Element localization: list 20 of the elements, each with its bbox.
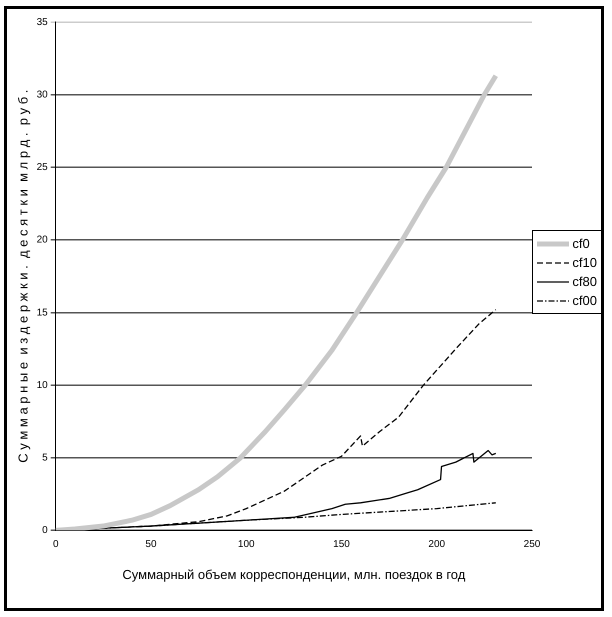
y-tick-label: 5 xyxy=(42,452,48,464)
x-tick-label: 0 xyxy=(52,539,59,550)
legend-label: cf0 xyxy=(572,236,590,251)
y-axis-title: С у м м а р н ы е и з д е р ж к и . д е с я т к и м л р д . р у б . xyxy=(15,90,30,463)
x-axis-title: Суммарный объем корреспонденции, млн. поездок в год xyxy=(122,566,466,582)
x-tick-label: 50 xyxy=(145,539,157,550)
y-tick-label: 30 xyxy=(36,89,48,100)
y-tick-label: 20 xyxy=(36,234,48,246)
y-tick-label: 25 xyxy=(36,162,48,174)
legend-label: cf80 xyxy=(572,274,597,289)
legend-label: cf00 xyxy=(572,293,597,308)
x-tick-label: 100 xyxy=(238,539,256,550)
y-tick-label: 15 xyxy=(36,307,48,318)
legend-label: cf10 xyxy=(572,255,597,270)
y-tick-label: 35 xyxy=(36,16,48,28)
x-tick-label: 250 xyxy=(524,539,541,550)
y-tick-label: 0 xyxy=(42,525,48,536)
y-tick-label: 10 xyxy=(36,380,48,391)
x-tick-label: 200 xyxy=(428,539,446,550)
x-tick-label: 150 xyxy=(333,539,350,550)
